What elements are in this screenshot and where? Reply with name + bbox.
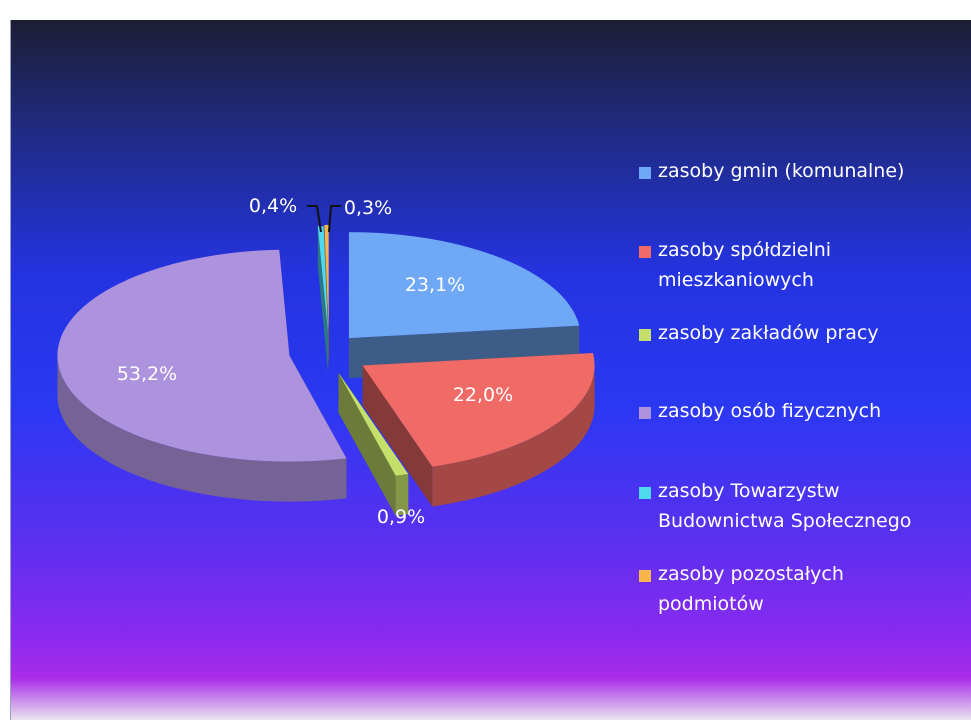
legend-label-osob: zasoby osób fizycznych [658,400,882,422]
pie-chart: 23,1% 22,0% 0,9% 53,2% 0,4% 0,3% [57,195,595,528]
legend-label-spoldzielni-line-1: zasoby spółdzielni [658,239,832,261]
leader-line-pozostalych [328,205,341,233]
legend-swatch-pozostalych [639,570,651,582]
chart-area: 23,1% 22,0% 0,9% 53,2% 0,4% 0,3% zasoby gmin … [10,20,971,720]
legend-swatch-gmin [639,167,651,179]
legend-swatch-tbs [639,487,651,499]
data-label-gmin: 23,1% [405,274,465,296]
pie-slice-wall-spoldzielni [432,365,595,507]
legend-label-spoldzielni-line-2: mieszkaniowych [658,269,814,291]
pie-slice-side-spoldzielni-2 [362,365,433,507]
legend-label-zakladow: zasoby zakładów pracy [658,322,879,344]
legend-swatch-spoldzielni [639,246,651,258]
pie-slice-top-zakladow [338,372,409,476]
legend-label-pozostalych-line-1: zasoby pozostałych [658,563,844,585]
leader-line-tbs [307,205,322,233]
pie-slice-top-osob [57,249,347,462]
pie-slice-wall-zakladow [395,473,409,516]
pie-slice-tbs [317,226,328,373]
pie-slice-spoldzielni [362,352,595,507]
legend-label-gmin: zasoby gmin (komunalne) [658,160,905,182]
legend-swatch-osob [639,407,651,419]
pie-slice-zakladow [338,372,409,516]
data-label-tbs: 0,4% [249,195,297,217]
pie-slice-side-tbs-1 [317,226,328,373]
pie-slice-top-tbs [317,226,328,333]
pie-slice-top-gmin [348,232,580,339]
legend-label-tbs-line-2: Budownictwa Społecznego [658,510,912,532]
legend-label-pozostalych: zasoby pozostałych podmiotów [658,559,971,619]
legend-label-pozostalych-line-2: podmiotów [658,593,764,615]
legend-label-tbs: zasoby Towarzystw Budownictwa Społeczneg… [658,476,971,536]
legend-label-spoldzielni: zasoby spółdzielni mieszkaniowych [658,235,971,295]
data-label-zakladow: 0,9% [377,506,425,528]
pie-slice-top-pozostalych [324,224,329,331]
legend-label-tbs-line-1: zasoby Towarzystw [658,480,840,502]
pie-slice-wall-osob [57,355,347,502]
data-label-spoldzielni: 22,0% [453,384,513,406]
pie-slice-osob [57,249,347,502]
pie-slice-side-zakladow-2 [338,372,396,516]
pie-slice-top-spoldzielni [362,352,595,467]
data-label-osob: 53,2% [117,363,177,385]
legend-swatch-zakladow [639,329,651,341]
data-label-pozostalych: 0,3% [344,197,392,219]
